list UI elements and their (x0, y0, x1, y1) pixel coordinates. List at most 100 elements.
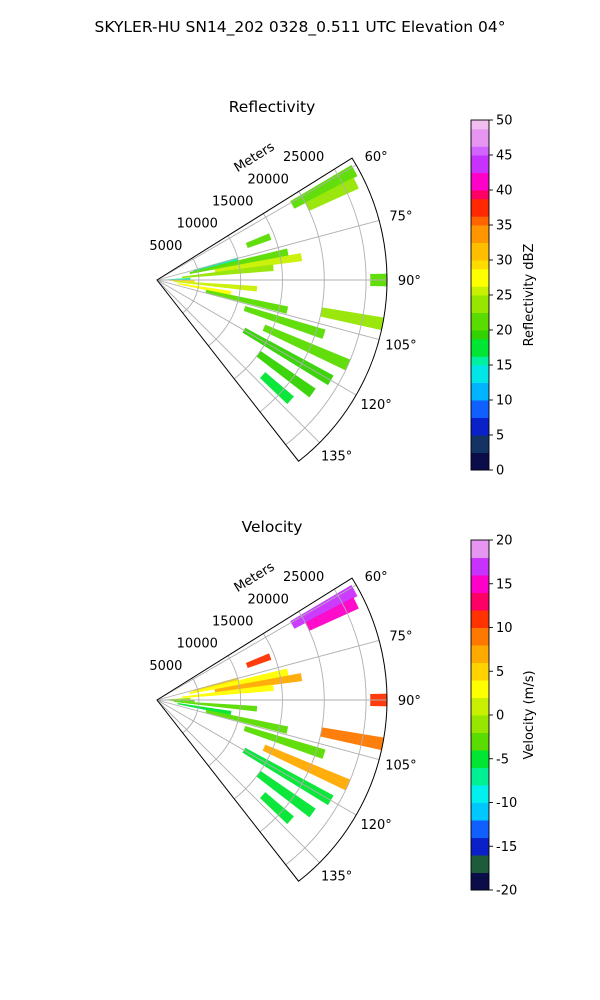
vel-azimuth-gridline (156, 699, 320, 863)
refl-sector-frame (156, 157, 388, 462)
vel-colorbar-segment (471, 855, 489, 865)
refl-colorbar-segment (471, 260, 489, 270)
refl-panel-title: Reflectivity (229, 98, 316, 116)
refl-colorbar-segment (471, 146, 489, 156)
refl-azimuth-gridline (156, 164, 357, 281)
refl-range-tick-label: 25000 (283, 150, 324, 165)
vel-colorbar-segment (471, 662, 489, 672)
vel-colorbar-tick-label: 10 (496, 621, 513, 636)
refl-colorbar-segment (471, 435, 489, 445)
refl-colorbar-segment (471, 181, 489, 191)
refl-azimuth-tick-label: 105° (385, 338, 416, 353)
refl-colorbar-segment (471, 207, 489, 217)
refl-echo-region (320, 307, 384, 331)
vel-azimuth-tick-label: 90° (398, 694, 421, 709)
vel-azimuth-tick-label: 120° (360, 818, 391, 833)
refl-colorbar-tick-label: 25 (496, 289, 513, 304)
vel-range-ring (233, 633, 283, 800)
vel-colorbar-segment (471, 697, 489, 707)
refl-colorbar-tick-label: 0 (496, 464, 504, 479)
vel-colorbar-segment (471, 610, 489, 620)
refl-azimuth-tick-label: 60° (365, 150, 388, 165)
refl-colorbar-tick-label: 35 (496, 219, 513, 234)
refl-colorbar-tick-label: 50 (496, 114, 513, 129)
vel-colorbar-segment (471, 802, 489, 812)
refl-colorbar-tick-label: 20 (496, 324, 513, 339)
vel-colorbar-segment (471, 793, 489, 803)
refl-colorbar-segment (471, 417, 489, 427)
vel-colorbar-segment (471, 846, 489, 856)
vel-echo-region (205, 709, 289, 734)
refl-colorbar-segment (471, 268, 489, 278)
refl-colorbar-segment (471, 120, 489, 130)
refl-colorbar-segment (471, 321, 489, 331)
vel-colorbar-segment (471, 741, 489, 751)
vel-sector-frame (156, 577, 388, 882)
refl-colorbar-segment (471, 426, 489, 436)
vel-colorbar-segment (471, 688, 489, 698)
vel-colorbar-segment (471, 758, 489, 768)
vel-colorbar-segment (471, 776, 489, 786)
refl-colorbar-segment (471, 286, 489, 296)
vel-colorbar-segment (471, 732, 489, 742)
refl-echo-region (181, 264, 274, 279)
vel-range-tick-label: 20000 (247, 592, 288, 607)
vel-azimuth-tick-label: 135° (321, 870, 352, 885)
vel-colorbar-segment (471, 863, 489, 873)
refl-echo-region (262, 324, 351, 371)
vel-colorbar-segment (471, 627, 489, 637)
refl-echo-region (169, 280, 195, 283)
vel-colorbar-segment (471, 706, 489, 716)
figure-title: SKYLER-HU SN14_202 0328_0.511 UTC Elevat… (95, 18, 506, 37)
refl-azimuth-gridline (156, 279, 320, 443)
refl-colorbar-segment (471, 461, 489, 471)
refl-range-ring (208, 235, 242, 347)
refl-range-tick-label: 5000 (149, 239, 182, 254)
vel-colorbar-label: Velocity (m/s) (522, 670, 537, 759)
refl-azimuth-tick-label: 90° (398, 274, 421, 289)
refl-echo-region (245, 233, 272, 249)
vel-colorbar-segment (471, 828, 489, 838)
vel-azimuth-tick-label: 105° (385, 758, 416, 773)
refl-range-axis-label: Meters (232, 139, 278, 175)
refl-colorbar-segment (471, 373, 489, 383)
vel-colorbar-segment (471, 767, 489, 777)
vel-colorbar-tick-label: 20 (496, 534, 513, 549)
refl-echo-region (256, 350, 316, 398)
refl-azimuth-gridline (156, 220, 380, 281)
vel-colorbar-segment (471, 680, 489, 690)
vel-echo-region (169, 700, 195, 703)
refl-colorbar-segment (471, 128, 489, 138)
refl-echo-region (259, 372, 294, 405)
refl-colorbar-segment (471, 347, 489, 357)
refl-echo-region (305, 177, 359, 211)
vel-range-ring (285, 588, 367, 866)
vel-colorbar-tick-label: 5 (496, 665, 504, 680)
vel-echo-region (161, 697, 191, 700)
refl-colorbar-segment (471, 251, 489, 261)
vel-echo-region (262, 744, 351, 791)
refl-echo-region (161, 277, 191, 280)
vel-colorbar-tick-label: -10 (496, 796, 517, 811)
vel-range-ring (208, 655, 242, 767)
vel-colorbar-segment (471, 723, 489, 733)
vel-colorbar-segment (471, 715, 489, 725)
refl-range-tick-label: 20000 (247, 172, 288, 187)
vel-panel-title: Velocity (242, 518, 303, 536)
refl-colorbar-tick-label: 5 (496, 429, 504, 444)
velocity-panel: Velocity 60° 75° 90° 105° 120° 135° 5000 10000 15… (149, 518, 537, 899)
vel-colorbar-segment (471, 575, 489, 585)
vel-colorbar-segment (471, 750, 489, 760)
refl-azimuth-gridline (156, 279, 357, 396)
refl-echo-region (290, 165, 358, 209)
refl-colorbar-segment (471, 198, 489, 208)
refl-azimuth-tick-label: 120° (360, 398, 391, 413)
vel-echo-region (245, 653, 272, 669)
refl-colorbar-segment (471, 338, 489, 348)
vel-echo-region (243, 725, 326, 759)
refl-colorbar-tick-label: 45 (496, 149, 513, 164)
vel-colorbar-segment (471, 618, 489, 628)
vel-range-axis-label: Meters (232, 559, 278, 595)
refl-colorbar-tick-label: 10 (496, 394, 513, 409)
